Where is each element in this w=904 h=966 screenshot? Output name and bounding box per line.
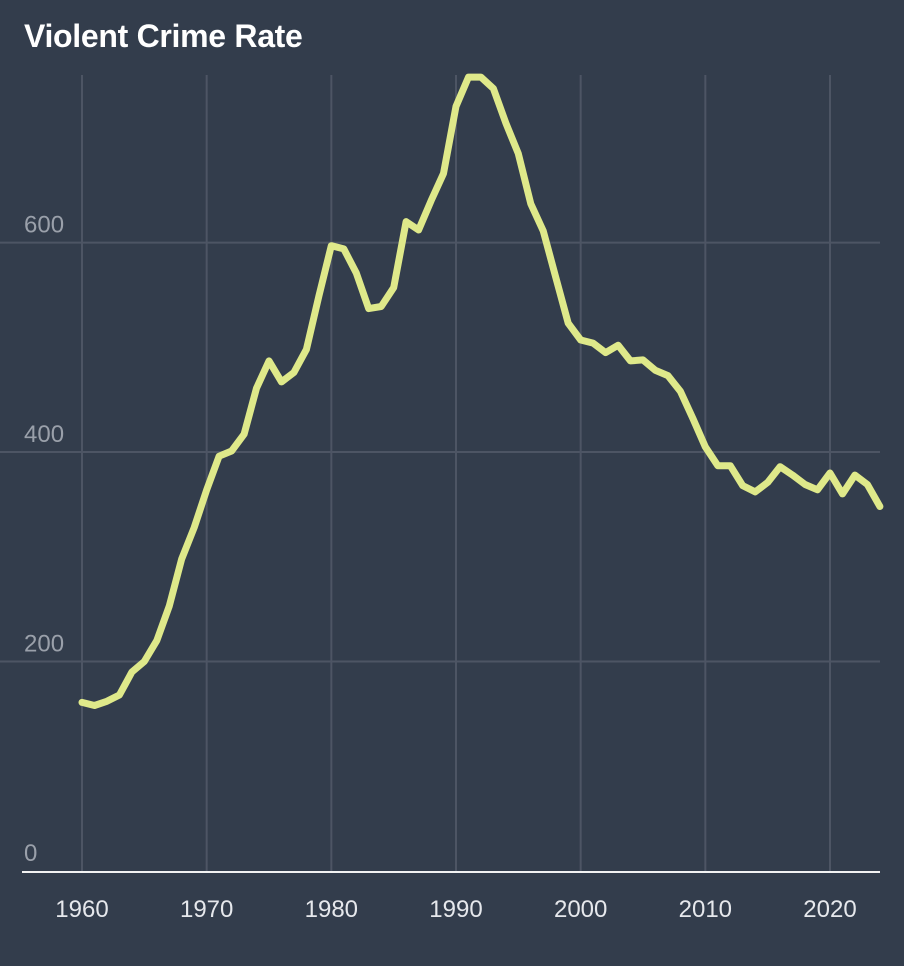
- data-point: [91, 702, 98, 709]
- data-point: [378, 303, 385, 310]
- data-point: [590, 340, 597, 347]
- data-point: [527, 200, 534, 207]
- data-point: [365, 305, 372, 312]
- data-point: [540, 228, 547, 235]
- data-point: [328, 242, 335, 249]
- data-point: [839, 490, 846, 497]
- data-point: [266, 357, 273, 364]
- data-point: [353, 269, 360, 276]
- data-point: [490, 85, 497, 92]
- data-point: [103, 698, 110, 705]
- x-tick-label: 1990: [429, 896, 482, 923]
- data-point: [814, 486, 821, 493]
- data-point: [278, 378, 285, 385]
- data-point: [502, 120, 509, 127]
- data-point: [789, 472, 796, 479]
- data-point: [652, 367, 659, 374]
- data-point: [677, 388, 684, 395]
- data-point: [827, 470, 834, 477]
- data-point: [577, 336, 584, 343]
- data-point: [403, 218, 410, 225]
- data-point: [440, 170, 447, 177]
- grid-lines: [0, 75, 880, 871]
- series-group: [78, 73, 884, 709]
- data-point: [453, 103, 460, 110]
- data-point: [876, 503, 883, 510]
- x-tick-label: 2000: [554, 896, 607, 923]
- data-point: [216, 453, 223, 460]
- data-point: [128, 669, 135, 676]
- data-point: [752, 488, 759, 495]
- data-point: [315, 292, 322, 299]
- data-point: [851, 472, 858, 479]
- data-point: [303, 346, 310, 353]
- data-point: [465, 74, 472, 81]
- data-point: [178, 555, 185, 562]
- data-point: [714, 462, 721, 469]
- data-point: [664, 372, 671, 379]
- x-tick-label: 1980: [305, 896, 358, 923]
- y-tick-label: 200: [24, 631, 64, 658]
- series-line: [78, 73, 884, 709]
- x-tick-label: 1970: [180, 896, 233, 923]
- data-point: [777, 463, 784, 470]
- data-point: [253, 385, 260, 392]
- data-point: [739, 482, 746, 489]
- data-point: [428, 197, 435, 204]
- data-point: [228, 448, 235, 455]
- data-point: [565, 320, 572, 327]
- x-tick-label: 2010: [679, 896, 732, 923]
- data-point: [689, 415, 696, 422]
- data-point: [602, 349, 609, 356]
- data-point: [552, 274, 559, 281]
- data-point: [640, 356, 647, 363]
- data-point: [241, 431, 248, 438]
- y-axis: 0 200 400 600: [24, 212, 64, 867]
- data-point: [864, 481, 871, 488]
- y-tick-label: 0: [24, 840, 37, 867]
- data-point: [390, 284, 397, 291]
- data-point: [764, 479, 771, 486]
- data-point: [340, 245, 347, 252]
- data-point: [79, 699, 86, 706]
- data-point: [802, 481, 809, 488]
- data-point: [191, 524, 198, 531]
- chart-title: Violent Crime Rate: [24, 18, 303, 54]
- data-point: [141, 658, 148, 665]
- data-point: [290, 369, 297, 376]
- y-tick-label: 600: [24, 212, 64, 239]
- data-point: [515, 150, 522, 157]
- data-point: [702, 443, 709, 450]
- x-tick-label: 2020: [803, 896, 856, 923]
- data-point: [477, 74, 484, 81]
- data-point: [203, 486, 210, 493]
- data-point: [153, 637, 160, 644]
- x-tick-label: 1960: [55, 896, 108, 923]
- x-axis: 1960 1970 1980 1990 2000 2010 2020: [22, 871, 880, 923]
- data-point: [116, 692, 123, 699]
- data-point: [627, 357, 634, 364]
- data-point: [415, 227, 422, 234]
- data-point: [615, 342, 622, 349]
- data-point: [166, 603, 173, 610]
- y-tick-label: 400: [24, 421, 64, 448]
- data-point: [727, 462, 734, 469]
